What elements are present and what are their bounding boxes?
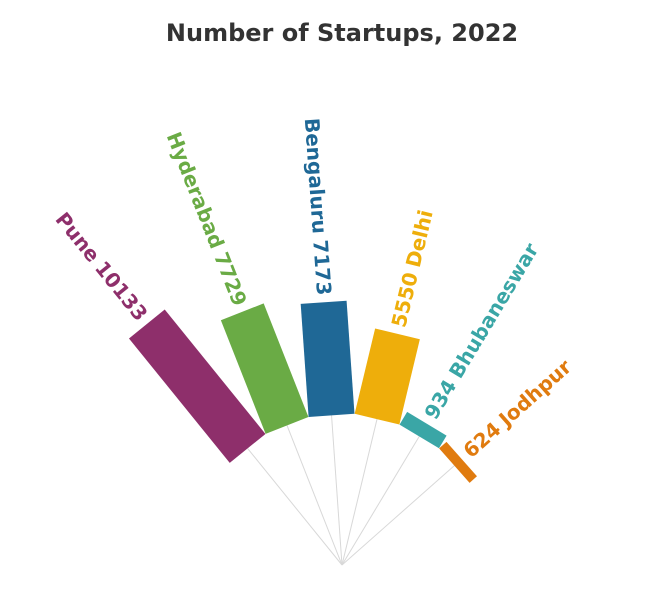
bar xyxy=(439,441,477,483)
category-label: Delhi xyxy=(400,207,437,269)
bar xyxy=(300,300,355,417)
bar-label: Hyderabad7729 xyxy=(162,128,252,309)
bar xyxy=(220,303,309,434)
bar xyxy=(399,411,447,449)
bar xyxy=(128,309,266,463)
value-label: 7173 xyxy=(309,239,337,296)
bar-group: Bengaluru 7173 xyxy=(300,117,355,566)
spoke xyxy=(247,448,343,566)
chart-title: Number of Startups, 2022 xyxy=(166,19,518,47)
bar-label: 624Jodhpur xyxy=(458,354,576,462)
spoke xyxy=(341,465,455,566)
value-label: 7729 xyxy=(210,249,253,310)
value-label: 934 xyxy=(419,375,461,423)
spoke xyxy=(341,436,420,566)
value-label: 5550 xyxy=(386,270,422,330)
bar-label: Pune10133 xyxy=(51,207,153,325)
bar-label: Bengaluru 7173 xyxy=(300,117,336,296)
bar xyxy=(354,328,420,425)
spoke xyxy=(286,425,343,566)
bar-label: 5550Delhi xyxy=(386,207,437,329)
category-label: Pune xyxy=(51,207,105,266)
value-label: 624 xyxy=(458,417,505,463)
category-label: Bhubaneswar xyxy=(443,239,542,383)
category-label: Bengaluru xyxy=(300,117,332,234)
spoke xyxy=(331,415,343,566)
category-label: Hyderabad xyxy=(162,128,229,251)
value-label: 10133 xyxy=(90,256,152,325)
spoke xyxy=(341,419,378,566)
category-label: Jodhpur xyxy=(492,354,576,432)
